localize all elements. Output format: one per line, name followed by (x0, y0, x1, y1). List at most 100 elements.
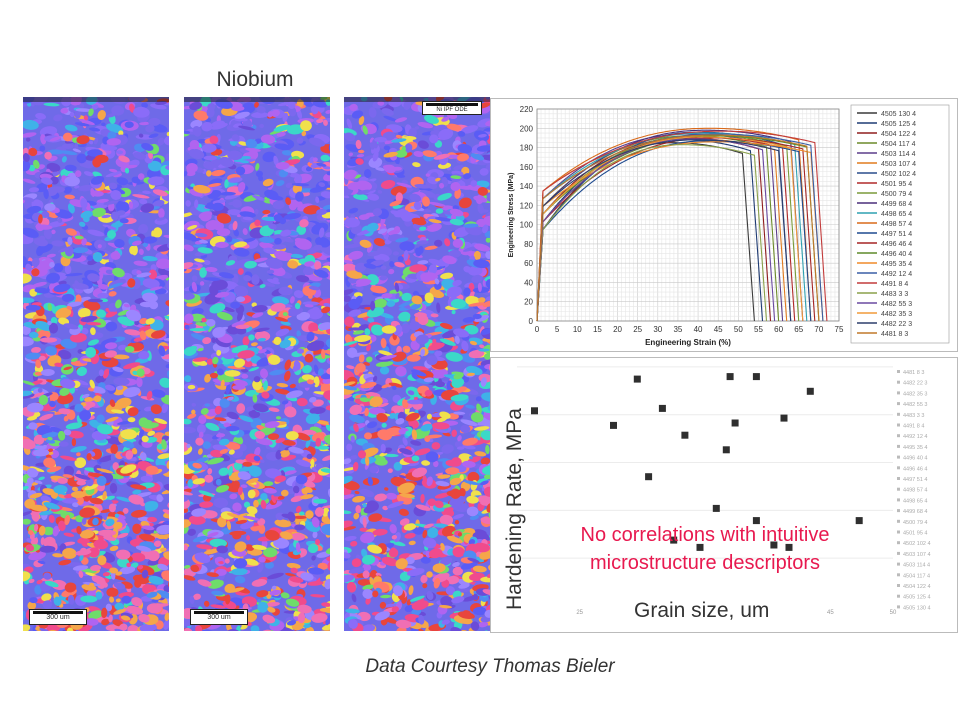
grain (263, 481, 274, 487)
grain (257, 562, 264, 573)
grain (102, 491, 107, 500)
grain (89, 427, 96, 431)
grain (350, 540, 358, 547)
grain (57, 430, 66, 441)
grain (215, 568, 227, 576)
map-top-edge (23, 97, 169, 102)
grain (90, 564, 102, 572)
grain (414, 126, 420, 130)
grain (131, 597, 143, 607)
grain (317, 562, 328, 570)
grain (144, 406, 153, 412)
grain (419, 226, 427, 231)
grain (355, 505, 362, 514)
grain (23, 297, 35, 304)
grain (260, 500, 267, 509)
grain (85, 572, 97, 577)
grain (428, 218, 442, 224)
grain (60, 107, 69, 114)
grain (307, 308, 323, 320)
grain (93, 395, 102, 403)
grain (320, 468, 330, 473)
hardening-legend-entry: 4503 114 4 (903, 563, 930, 569)
grain (93, 137, 99, 145)
grain (472, 313, 482, 320)
grain (101, 511, 107, 521)
grain (147, 160, 162, 172)
grain (478, 297, 486, 303)
grain (356, 154, 365, 158)
grain (161, 395, 169, 405)
grain (327, 510, 330, 521)
grain (53, 484, 68, 494)
grain (290, 495, 304, 503)
tensile-series-line (536, 138, 776, 322)
grain (395, 366, 407, 377)
grain (432, 563, 446, 573)
grain (304, 353, 314, 363)
grain (205, 170, 212, 177)
grain (112, 267, 125, 278)
hardening-legend-entry: 4502 102 4 (903, 541, 931, 547)
grain (36, 245, 44, 257)
grain (287, 511, 296, 523)
grain (105, 171, 122, 178)
scatter-point (855, 517, 863, 525)
grain (361, 548, 368, 558)
grain (424, 114, 439, 124)
grain (280, 531, 293, 540)
grain (197, 247, 213, 254)
grain (242, 461, 253, 467)
grain (470, 153, 485, 161)
grain (67, 236, 73, 246)
grain (210, 604, 226, 609)
grain (390, 185, 407, 196)
grain (195, 437, 204, 446)
grain (87, 339, 99, 346)
grain (233, 156, 251, 162)
grain (198, 239, 209, 244)
grain (293, 515, 308, 519)
grain (435, 217, 453, 222)
grain (136, 368, 145, 377)
grain (105, 311, 116, 318)
grain (306, 331, 315, 342)
grain (112, 619, 124, 627)
grain (232, 502, 242, 512)
grain (80, 315, 98, 323)
grain (304, 304, 314, 308)
grain (63, 429, 72, 436)
grain (295, 474, 308, 485)
tensile-y-tick-label: 60 (524, 259, 533, 268)
grain (305, 438, 311, 448)
grain (33, 448, 50, 457)
grain (381, 383, 391, 389)
grain (426, 176, 438, 185)
grain (318, 322, 330, 331)
grain (395, 149, 408, 158)
grain (63, 132, 73, 142)
grain (232, 480, 240, 490)
grain (246, 535, 251, 541)
grain (254, 430, 266, 439)
grain (428, 258, 445, 267)
grain (68, 430, 84, 439)
hardening-x-tick-label: 50 (890, 610, 897, 616)
grain (184, 498, 191, 509)
grain (257, 601, 269, 613)
grain (220, 191, 236, 196)
grain (215, 478, 222, 486)
grain (373, 253, 390, 262)
grain (359, 239, 372, 248)
grain (312, 531, 318, 539)
grain (83, 115, 89, 121)
grain (184, 293, 195, 300)
grain (286, 620, 297, 626)
grain (250, 342, 258, 347)
grain (184, 627, 193, 631)
grain (116, 385, 124, 391)
grain (480, 480, 489, 486)
grain (89, 379, 95, 389)
grain (73, 379, 89, 386)
grain (350, 435, 355, 443)
